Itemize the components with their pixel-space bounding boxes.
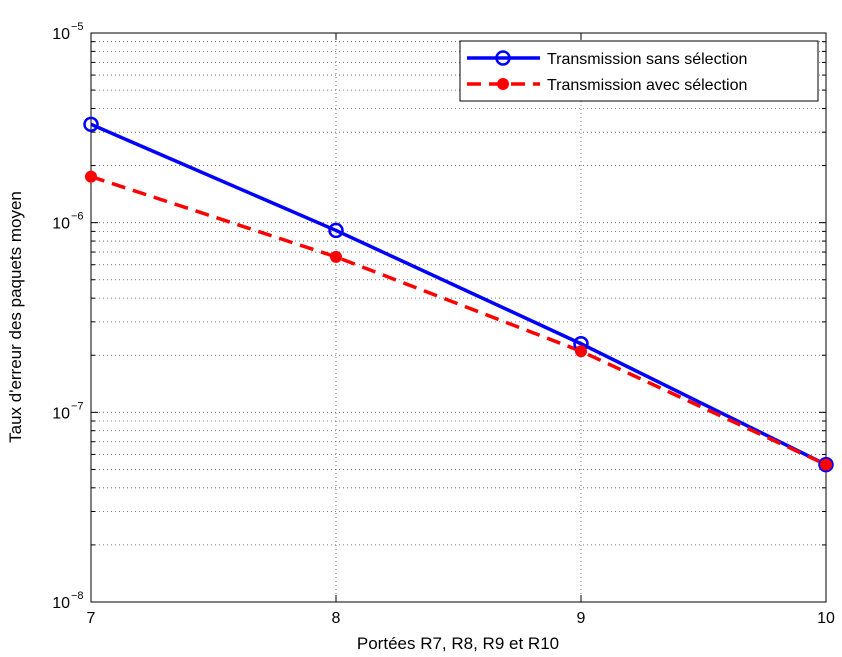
y-tick-exponent-1: −7 (71, 400, 84, 412)
series-1-point-2 (575, 345, 587, 358)
x-tick-label-3: 10 (817, 610, 835, 627)
legend-label-0: Transmission sans sélection (547, 51, 747, 68)
y-tick-exponent-2: −6 (71, 211, 84, 223)
x-tick-label-0: 7 (87, 610, 96, 627)
plot-area-frame (90, 32, 827, 603)
series-0-point-3 (818, 456, 834, 473)
grid (91, 33, 826, 602)
legend: Transmission sans sélection Transmission … (459, 40, 819, 102)
series-1-point-1 (330, 250, 342, 263)
legend-marker-0 (495, 50, 511, 66)
y-tick-label-0: 10 (52, 595, 70, 612)
series-1-point-0 (85, 170, 97, 183)
x-tick-label-1: 8 (332, 610, 341, 627)
series-0-point-0 (83, 116, 99, 133)
y-tick-label-1: 10 (52, 405, 70, 422)
series-0-point-1 (328, 222, 344, 239)
y-tick-label-3: 10 (52, 26, 70, 43)
legend-marker-1 (497, 78, 509, 90)
x-tick-label-2: 9 (577, 610, 586, 627)
y-axis-label: Taux d'erreur des paquets moyen (6, 191, 25, 443)
legend-box (459, 40, 819, 102)
y-tick-label-2: 10 (52, 216, 70, 233)
y-tick-exponent-0: −8 (71, 590, 84, 602)
series-line-0 (90, 122, 827, 467)
series-line-1 (90, 174, 827, 467)
series-1-point-3 (820, 458, 832, 471)
y-tick-exponent-3: −5 (71, 21, 84, 33)
x-axis-label: Portées R7, R8, R9 et R10 (357, 634, 559, 653)
series-lines (83, 116, 834, 473)
legend-label-1: Transmission avec sélection (547, 77, 747, 94)
